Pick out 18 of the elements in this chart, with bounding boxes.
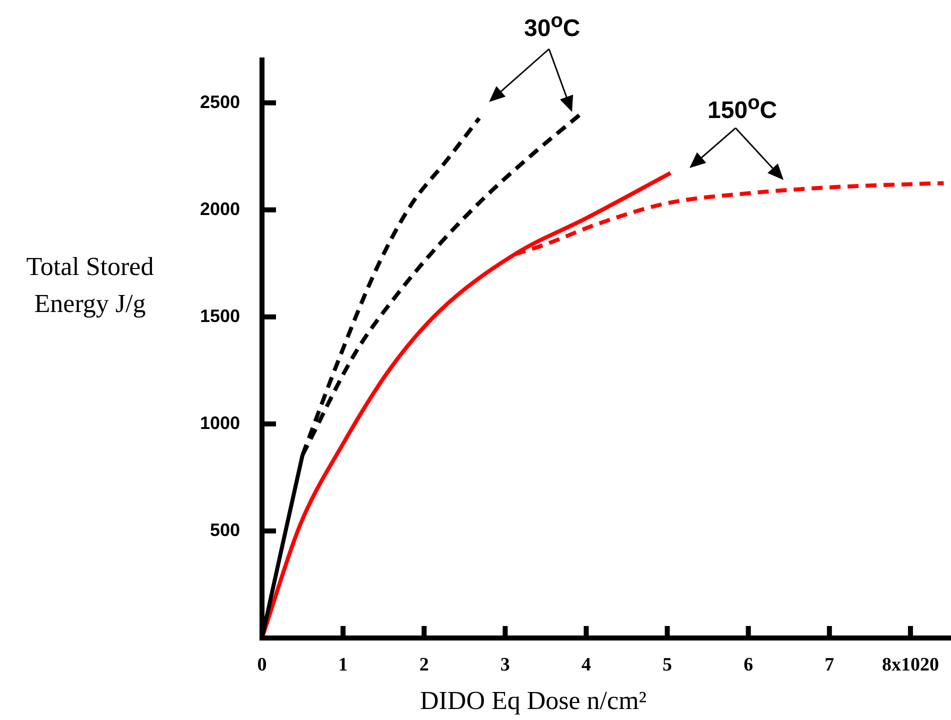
- x-tick-label: 7: [824, 654, 835, 676]
- x-tick-label: 8x1020: [882, 654, 939, 676]
- x-tick-label: 6: [744, 654, 754, 676]
- x-tick-label: 0: [257, 654, 267, 676]
- annotation: 150$^{o}$C: [708, 92, 778, 126]
- y-tick-label: 2500: [200, 92, 240, 112]
- text: 30$^{o}$C: [524, 10, 580, 43]
- y-tick-label: 500: [210, 520, 240, 540]
- x-axis-title: DIDO Eq Dose n/cm²: [420, 686, 647, 716]
- y-tick-label: 2000: [200, 198, 240, 219]
- x-tick-label: 2: [419, 654, 429, 676]
- x-tick-label: 1: [338, 654, 348, 676]
- y-tick-label: 1500: [200, 306, 240, 326]
- y-axis-title: Total Stored Energy J/g: [25, 251, 155, 320]
- x-tick-label: 5: [662, 654, 672, 676]
- x-tick-label: 4: [581, 654, 592, 676]
- y-tick-label: 1000: [200, 412, 240, 433]
- x-tick-label: 3: [500, 654, 510, 676]
